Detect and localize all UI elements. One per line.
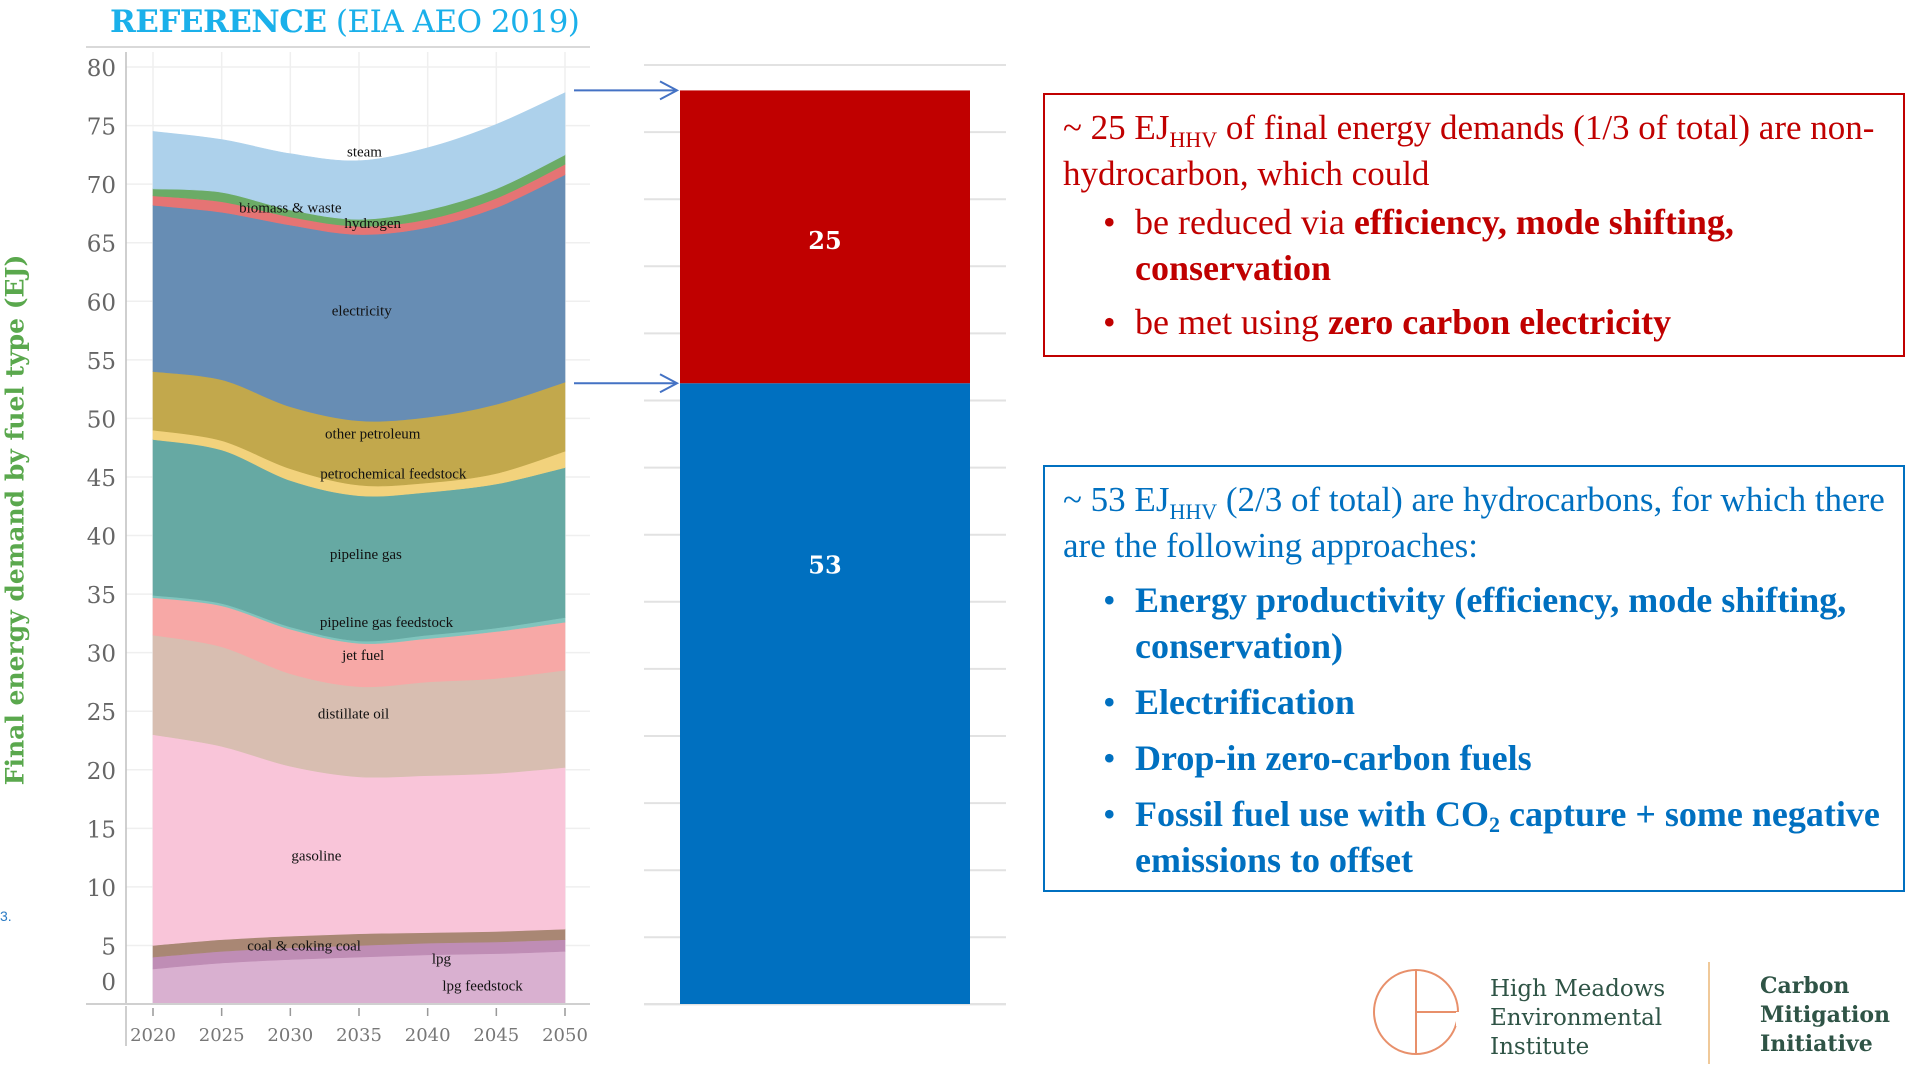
lead-pre: ~ 25 EJ <box>1063 108 1170 147</box>
x-tick-label: 2045 <box>473 1025 519 1046</box>
bullet-emphasis: efficiency, mode shifting, conservation <box>1135 202 1734 288</box>
logo-line: Institute <box>1490 1034 1590 1060</box>
y-tick-label: 40 <box>87 525 116 551</box>
bullet-text: Fossil fuel use with CO <box>1135 794 1490 834</box>
y-tick-label: 60 <box>87 290 116 316</box>
bar-data-label: 53 <box>808 551 841 580</box>
bullet-item: Energy productivity (efficiency, mode sh… <box>1103 577 1889 669</box>
bullet-item: be met using zero carbon electricity <box>1103 299 1889 345</box>
axes <box>86 46 590 1046</box>
lead-pre: ~ 53 EJ <box>1063 480 1170 519</box>
area-label: gasoline <box>291 848 341 864</box>
area-label: lpg feedstock <box>442 978 523 994</box>
area-label: jet fuel <box>341 648 384 664</box>
y-tick-label: 25 <box>87 700 116 726</box>
arrows <box>574 80 680 394</box>
stacked-areas <box>152 92 566 1005</box>
bullet-text: capture + some negative emissions to off… <box>1135 794 1880 880</box>
logo-divider <box>1708 962 1710 1064</box>
summary-bar: 53 25 <box>644 64 1006 1006</box>
chart-title-bold: REFERENCE <box>110 4 327 40</box>
area-label: pipeline gas <box>330 547 402 563</box>
logo-line: Carbon <box>1760 973 1850 999</box>
callout-lead: ~ 25 EJHHV of final energy demands (1/3 … <box>1063 105 1889 197</box>
area-label: other petroleum <box>325 427 421 443</box>
bullet-text: be met using <box>1135 302 1328 342</box>
lead-subscript: HHV <box>1169 127 1218 152</box>
lead-post: of final energy demands (1/3 of total) a… <box>1063 108 1875 193</box>
area-label: steam <box>347 144 382 160</box>
y-tick-label: 10 <box>87 876 116 902</box>
hmei-logo-icon <box>1373 969 1462 1055</box>
lead-subscript: HHV <box>1169 499 1218 524</box>
bar-segment-non-hydrocarbons <box>680 90 970 384</box>
callout-bullets: be reduced via efficiency, mode shifting… <box>1063 199 1889 345</box>
area-label: distillate oil <box>318 707 389 723</box>
x-tick-label: 2040 <box>405 1025 451 1046</box>
footer-logos: High Meadows Environmental Institute Car… <box>1360 960 1890 1065</box>
y-tick-label: 20 <box>87 759 116 785</box>
logo-line: Environmental <box>1490 1005 1663 1031</box>
chart-title-rest: (EIA AEO 2019) <box>326 4 580 40</box>
area-label: hydrogen <box>344 216 401 232</box>
chart-title: REFERENCE (EIA AEO 2019) <box>110 4 580 40</box>
area-steam <box>152 92 566 220</box>
logo-line: Initiative <box>1760 1031 1873 1057</box>
cropped-text-fragment: 3. <box>0 908 12 924</box>
subscript: 2 <box>1489 812 1501 837</box>
non-hydrocarbon-callout: ~ 25 EJHHV of final energy demands (1/3 … <box>1043 93 1905 357</box>
x-tick-label: 2030 <box>267 1025 313 1046</box>
hydrocarbon-callout: ~ 53 EJHHV (2/3 of total) are hydrocarbo… <box>1043 465 1905 892</box>
area-label: biomass & waste <box>239 201 342 217</box>
lead-post: (2/3 of total) are hydrocarbons, for whi… <box>1063 480 1885 565</box>
x-tick-label: 2020 <box>130 1025 176 1046</box>
y-tick-label: 75 <box>87 115 116 141</box>
y-tick-label: 70 <box>87 173 116 199</box>
x-tick-label: 2035 <box>336 1025 382 1046</box>
y-tick-label: 35 <box>87 583 116 609</box>
bullet-item: Fossil fuel use with CO2 capture + some … <box>1103 791 1889 883</box>
hmei-name: High Meadows Environmental Institute <box>1490 975 1665 1062</box>
bullet-emphasis: zero carbon electricity <box>1327 302 1672 342</box>
area-label: lpg <box>432 951 452 967</box>
bullet-item: Drop-in zero-carbon fuels <box>1103 735 1889 781</box>
y-tick-label: 65 <box>87 232 116 258</box>
bullet-text: be reduced via <box>1135 202 1354 242</box>
area-label: petrochemical feedstock <box>320 466 467 482</box>
arrow-total-head <box>659 80 680 101</box>
cmi-name: Carbon Mitigation Initiative <box>1760 972 1890 1059</box>
bullet-item: Electrification <box>1103 679 1889 725</box>
area-label: electricity <box>332 304 392 320</box>
y-tick-label: 55 <box>87 349 116 375</box>
callout-lead: ~ 53 EJHHV (2/3 of total) are hydrocarbo… <box>1063 477 1889 569</box>
x-tick-label: 2025 <box>199 1025 245 1046</box>
y-tick-label: 0 <box>101 970 116 996</box>
y-tick-label: 30 <box>87 642 116 668</box>
y-tick-label: 45 <box>87 466 116 492</box>
callout-bullets: Energy productivity (efficiency, mode sh… <box>1063 577 1889 883</box>
y-tick-label: 15 <box>87 817 116 843</box>
area-label: pipeline gas feedstock <box>320 615 454 631</box>
area-label: coal & coking coal <box>247 938 361 954</box>
y-tick-label: 50 <box>87 407 116 433</box>
logo-line: Mitigation <box>1760 1002 1891 1028</box>
bar-data-label: 25 <box>808 226 841 255</box>
bullet-item: be reduced via efficiency, mode shifting… <box>1103 199 1889 291</box>
bar-segment-hydrocarbons <box>680 383 970 1004</box>
arrow-split-head <box>659 373 680 394</box>
x-tick-label: 2050 <box>542 1025 588 1046</box>
y-tick-label: 80 <box>87 56 116 82</box>
logo-line: High Meadows <box>1490 976 1666 1002</box>
y-tick-label: 5 <box>101 934 116 960</box>
